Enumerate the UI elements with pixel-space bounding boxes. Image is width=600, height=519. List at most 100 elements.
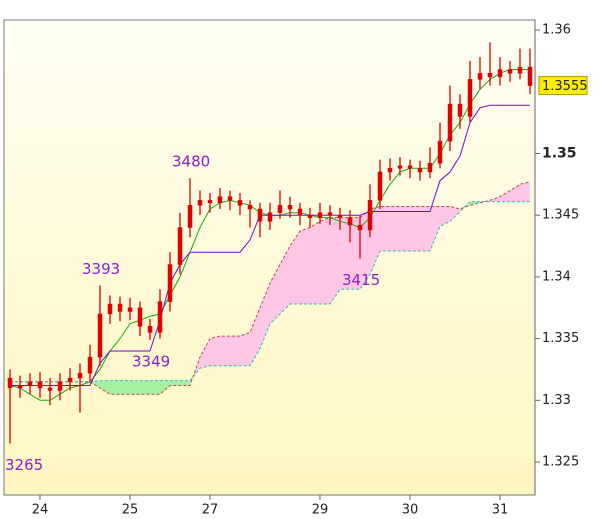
candle-body [447,103,453,142]
x-tick-label: 29 [312,503,329,518]
cloud-fill [310,221,320,305]
candle-body [477,72,483,80]
cloud-fill [120,380,130,395]
cloud-fill [260,283,270,349]
candle-body [147,326,153,333]
cloud-fill [410,206,420,251]
candle-body [137,307,143,327]
cloud-fill [290,231,300,305]
candle-body [17,385,23,389]
last-price-box [538,76,588,96]
candle-body [207,200,213,204]
candle-body [337,214,343,218]
candle-body [77,372,83,379]
candle-body [57,381,63,391]
x-tick-label: 24 [32,503,49,518]
cloud-fill [90,380,100,388]
candle-body [157,301,163,333]
cloud-fill [330,217,340,305]
cloud-fill [110,380,120,395]
candle-body [507,69,513,74]
candle-body [327,212,333,216]
y-tick-label: 1.35 [542,145,577,161]
cloud-fill [130,380,140,395]
annotation: 3393 [82,260,120,278]
x-tick-label: 31 [492,503,509,518]
y-tick-label: 1.325 [542,455,579,470]
candle-body [377,171,383,201]
candle-body [237,200,243,206]
candle-body [277,205,283,213]
cloud-fill [420,206,430,251]
cloud-fill [200,338,210,369]
cloud-fill [280,246,290,314]
candle-body [307,214,313,218]
cloud-fill [250,307,260,366]
candle-body [407,165,413,169]
candle-body [347,217,353,226]
annotation: 3265 [5,456,43,474]
cloud-fill [380,206,390,251]
candle-body [487,72,493,78]
candle-body [417,168,423,173]
y-tick-label: 1.36 [542,23,571,38]
candle-body [527,66,533,86]
annotation: 3415 [342,271,380,289]
candle-body [427,163,433,173]
candle-body [97,313,103,358]
cloud-fill [520,181,530,202]
candle-body [167,264,173,302]
cloud-fill [140,380,150,395]
candle-body [297,208,303,216]
candle-body [227,196,233,201]
candle-body [67,377,73,383]
cloud-layer [10,181,531,395]
cloud-fill [320,217,330,305]
cloud-fill [340,217,350,290]
cloud-fill [440,206,450,227]
cloud-fill [350,217,360,290]
candle-body [107,303,113,315]
candle-body [517,66,523,74]
cloud-fill [400,206,410,251]
candle-body [247,205,253,210]
cloud-fill [370,206,380,275]
cloud-fill [150,380,160,395]
x-tick-label: 25 [122,503,139,518]
candle-body [317,212,323,218]
candle-body [87,356,93,374]
last-price-label: 1.3555 [542,79,588,94]
cloud-fill [220,336,230,366]
candle-body [257,208,263,222]
candle-body [127,307,133,312]
candle-body [177,227,183,265]
cloud-fill [180,380,190,386]
candle-body [467,79,473,117]
span-a-line [10,181,531,395]
plot-area [3,19,536,496]
cloud-fill [450,206,460,222]
y-tick-label: 1.335 [542,331,579,346]
cloud-fill [510,184,520,202]
candle-body [7,377,13,389]
candle-body [367,200,373,231]
cloud-fill [240,332,250,366]
cloud-fill [430,206,440,251]
candle-body [117,303,123,312]
axes-layer: 1.325 1.33 1.335 1.34 1.345 1.35 1.36 24 25 27 29 3… [32,20,588,518]
candle-body [397,165,403,169]
cloud-fill [500,190,510,202]
cloud-fill [390,206,400,251]
span-b-line [10,201,530,383]
candle-body [387,168,393,173]
candle-body [497,69,503,78]
candle-body [437,140,443,164]
cloud-fill [210,336,220,366]
cloud-fill [300,227,310,305]
candle-body [457,103,463,117]
candle-body [217,196,223,204]
candle-body [187,205,193,228]
candle-body [47,387,53,391]
candle-body [267,212,273,222]
